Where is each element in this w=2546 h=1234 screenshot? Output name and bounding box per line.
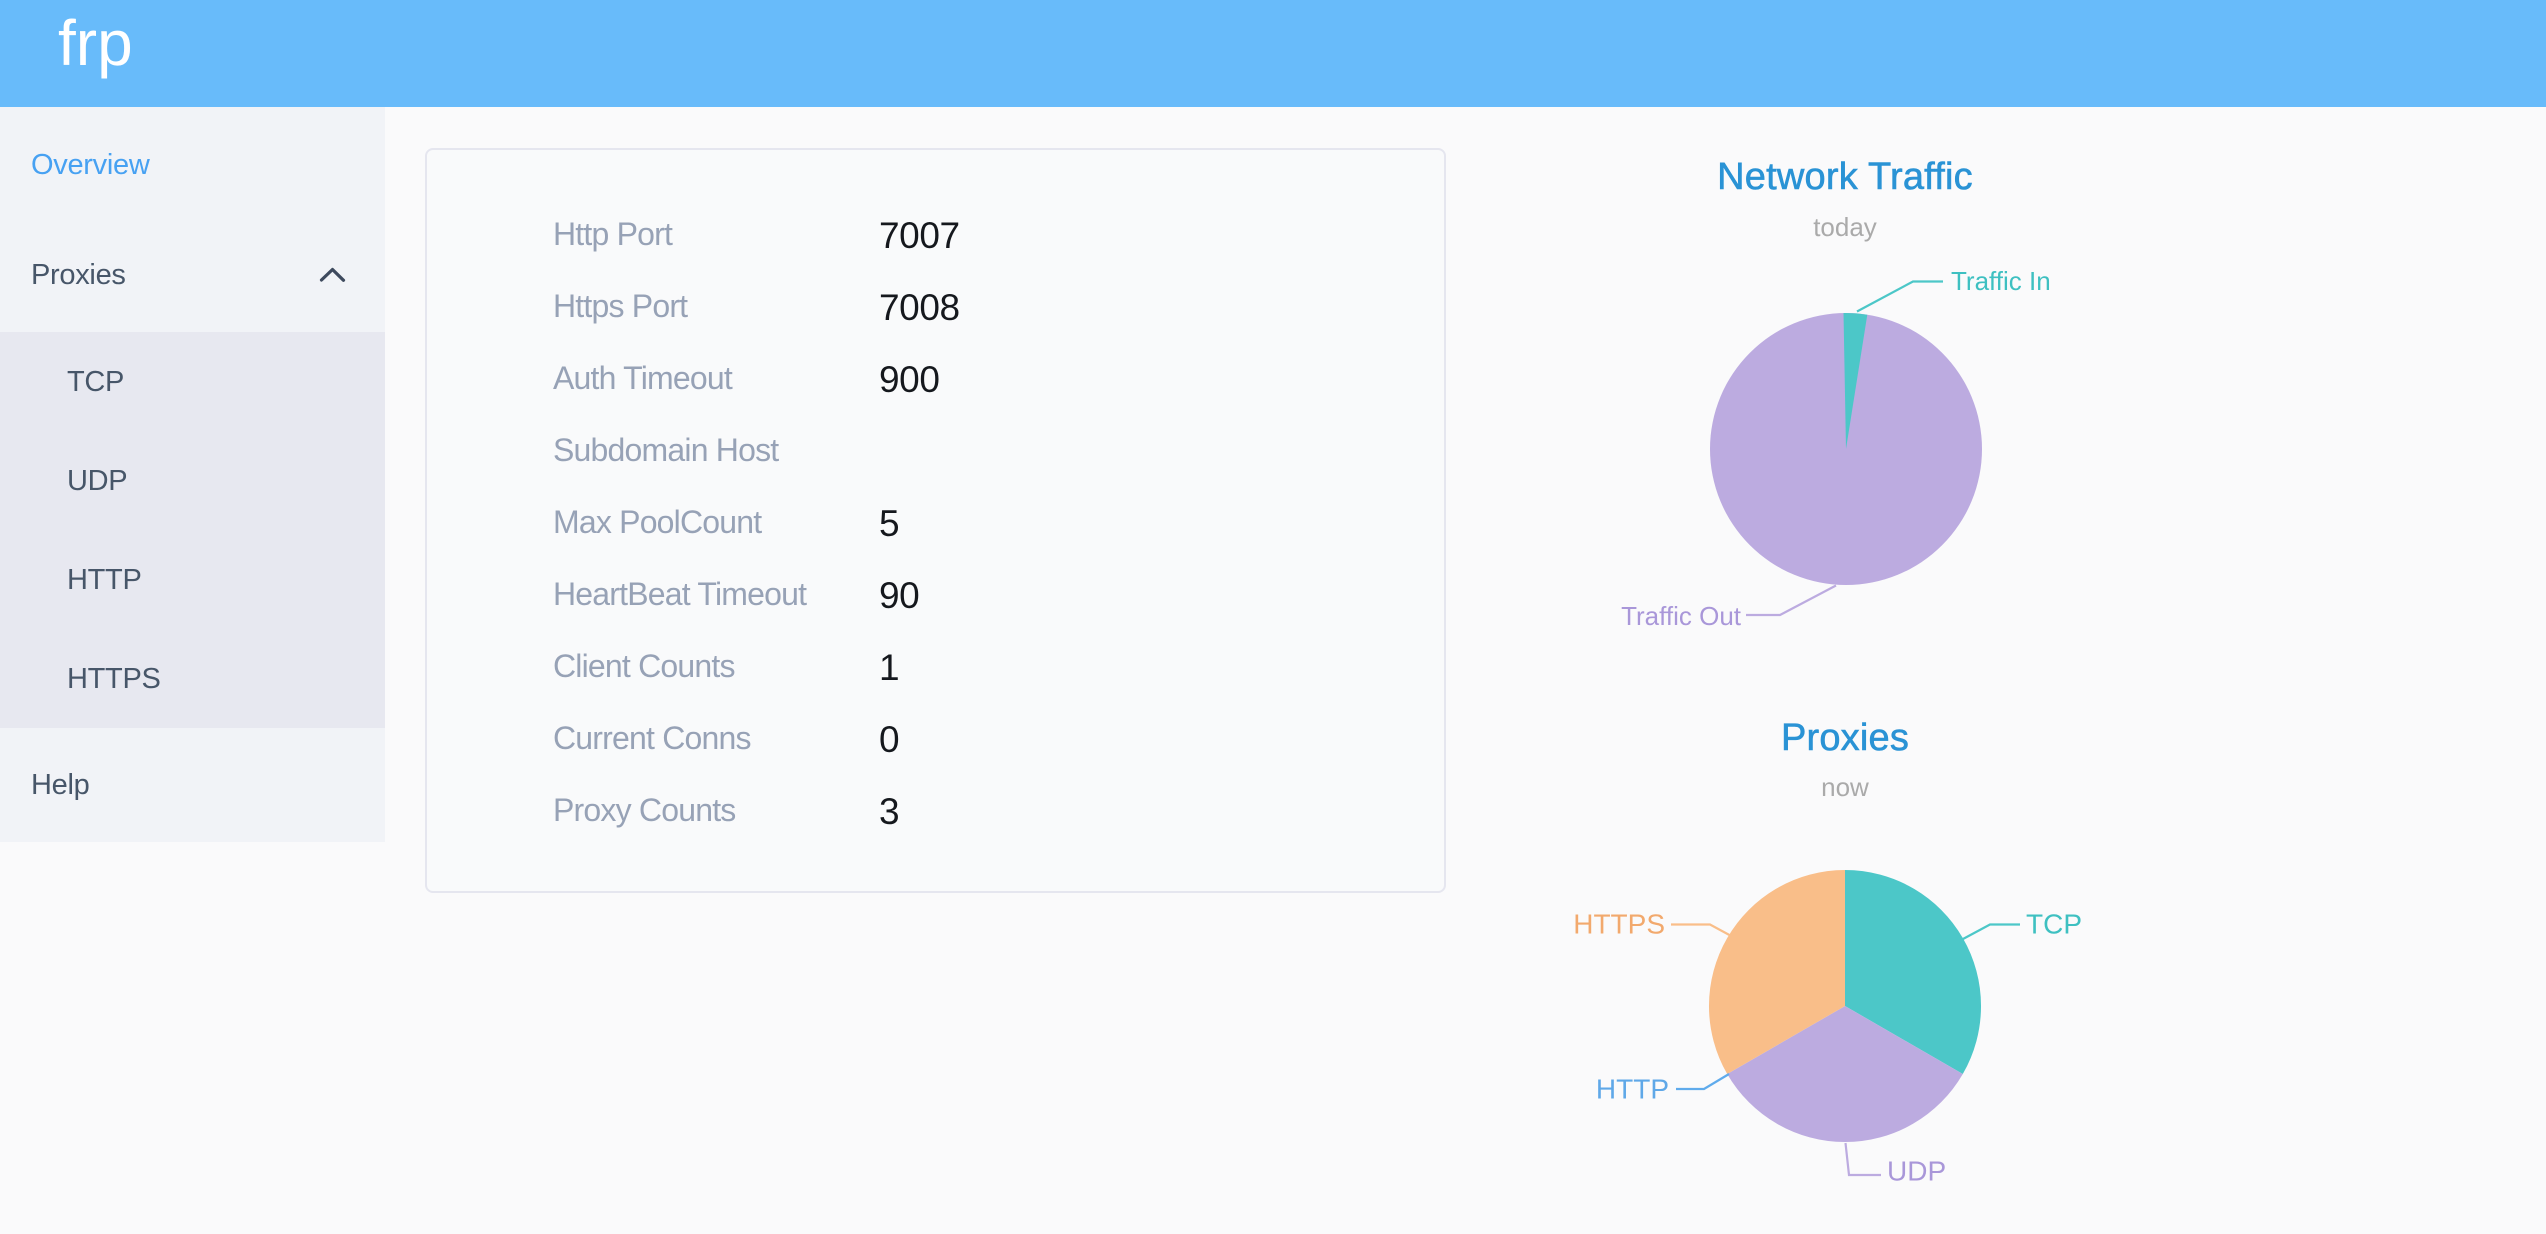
svg-text:HTTP: HTTP	[1596, 1074, 1669, 1105]
svg-text:TCP: TCP	[2026, 909, 2082, 940]
svg-text:HTTPS: HTTPS	[1573, 909, 1665, 940]
svg-text:Traffic Out: Traffic Out	[1621, 601, 1742, 631]
svg-text:UDP: UDP	[1887, 1156, 1946, 1187]
svg-text:Traffic In: Traffic In	[1951, 266, 2051, 296]
